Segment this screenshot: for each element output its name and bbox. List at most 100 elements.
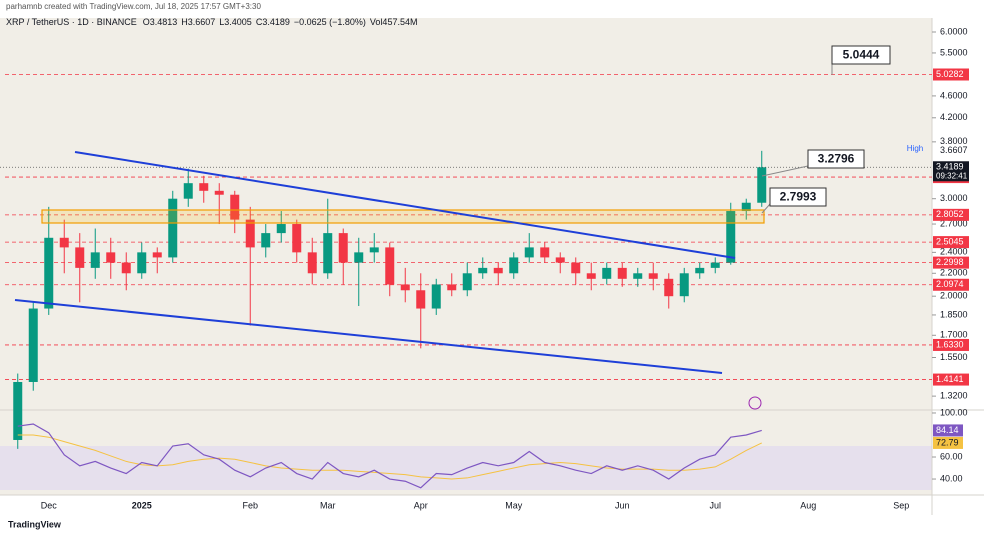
high-value: 3.6607 <box>940 145 968 155</box>
candle-body <box>524 247 534 258</box>
y-tick-label: 3.8000 <box>940 136 968 146</box>
trendline <box>14 299 723 374</box>
candle-body <box>90 252 100 268</box>
candle-body <box>307 252 317 274</box>
y-tick-label: 1.3200 <box>940 391 968 401</box>
rsi-line <box>17 423 762 489</box>
candle-body <box>664 278 674 297</box>
candle-body <box>617 267 627 279</box>
candle-body <box>44 237 54 309</box>
y-tick-label: 4.2000 <box>940 112 968 122</box>
annotation-box <box>769 187 827 207</box>
candle-body <box>292 224 302 253</box>
candle-body <box>633 273 643 279</box>
candle-body <box>75 247 85 268</box>
x-tick-label: Feb <box>242 500 258 510</box>
level-tag <box>933 256 969 269</box>
level-tag <box>933 338 969 351</box>
alert-icon <box>748 396 762 410</box>
annotation: 5.0444 <box>843 48 880 62</box>
x-tick-label: Aug <box>800 500 816 510</box>
zone <box>41 209 765 224</box>
y-tick-label: 100.00 <box>940 407 968 417</box>
x-tick-label: Sep <box>893 500 909 510</box>
y-tick-label: 2.7000 <box>940 218 968 228</box>
high-label: High <box>907 144 923 153</box>
rsi-label: 84.14 <box>936 425 959 435</box>
annotation: 2.7993 <box>780 190 817 204</box>
candle-body <box>478 267 488 274</box>
y-tick-label: 1.7000 <box>940 330 968 340</box>
x-tick-label: 2025 <box>132 500 152 510</box>
candle-body <box>648 273 658 279</box>
rsi-tag <box>933 424 963 437</box>
candle-body <box>571 262 581 274</box>
y-tick-label: 4.6000 <box>940 90 968 100</box>
y-tick-label: 1.5500 <box>940 352 968 362</box>
quote: C3.4189 <box>256 17 290 27</box>
candle-body <box>28 308 38 382</box>
candle-body <box>121 262 131 274</box>
countdown: 09:32:41 <box>936 171 968 180</box>
candle-body <box>245 219 255 248</box>
candle-body <box>431 284 441 309</box>
candle-body <box>462 273 472 291</box>
rsi-ma-label: 72.79 <box>936 437 959 447</box>
author-line: parhamnb created with TradingView.com, J… <box>6 2 261 11</box>
y-tick-label: 60.00 <box>940 451 963 461</box>
level-tag <box>933 208 969 221</box>
symbol-line: XRP / TetherUS · 1D · BINANCE O3.4813 H3.6… <box>6 17 417 27</box>
level-label: 1.6330 <box>936 339 964 349</box>
candle-body <box>385 247 395 285</box>
level-label: 2.0974 <box>936 279 964 289</box>
y-tick-label: 2.4000 <box>940 247 968 257</box>
candle-body <box>540 247 550 258</box>
candle-body <box>741 202 751 212</box>
candle-body <box>230 194 240 220</box>
chart-layer: 6.0000 5.5000 4.6000 4.2000 3.8000 3.0000 2.70… <box>0 26 969 510</box>
logo: TradingView <box>8 519 62 529</box>
rsi-ma-tag <box>933 436 963 449</box>
y-tick-label: 2.0000 <box>940 291 968 301</box>
x-tick-label: Mar <box>320 500 336 510</box>
level-tag <box>933 236 969 249</box>
candle-body <box>447 284 457 291</box>
candle-body <box>679 273 689 297</box>
candle-body <box>152 252 162 258</box>
candle-body <box>493 267 503 274</box>
x-tick-label: Apr <box>414 500 428 510</box>
x-tick-label: Dec <box>41 500 58 510</box>
trendline <box>74 151 736 259</box>
y-tick-label: 2.2000 <box>940 268 968 278</box>
y-tick-label: 3.0000 <box>940 193 968 203</box>
candle-body <box>183 183 193 199</box>
candle-body <box>261 233 271 248</box>
candle-body <box>214 190 224 195</box>
candle-body <box>416 290 426 309</box>
annotation: 3.2796 <box>818 152 855 166</box>
y-tick-label: 40.00 <box>940 473 963 483</box>
candle-body <box>400 284 410 291</box>
candle-body <box>726 211 736 263</box>
x-tick-label: Jul <box>709 500 721 510</box>
candle-body <box>59 237 69 248</box>
y-tick-label: 5.5000 <box>940 47 968 57</box>
price-tag <box>933 161 969 182</box>
level-label: 2.2998 <box>936 257 964 267</box>
quote: −0.0625 (−1.80%) <box>294 17 366 27</box>
candle-body <box>276 224 286 234</box>
candle-body <box>354 252 364 263</box>
x-tick-label: Jun <box>615 500 630 510</box>
quote: L3.4005 <box>219 17 252 27</box>
quote: H3.6607 <box>181 17 215 27</box>
candle-body <box>509 257 519 274</box>
level-label: 2.5045 <box>936 236 964 246</box>
candle-body <box>13 381 23 440</box>
candle-body <box>199 183 209 191</box>
level-label: 1.4141 <box>936 374 964 384</box>
drawings: 5.0444 3.2796 2.7993 <box>14 45 891 410</box>
level-label: 5.0282 <box>936 69 964 79</box>
candle-body <box>602 267 612 279</box>
candle-body <box>586 273 596 279</box>
candle-body <box>710 262 720 268</box>
